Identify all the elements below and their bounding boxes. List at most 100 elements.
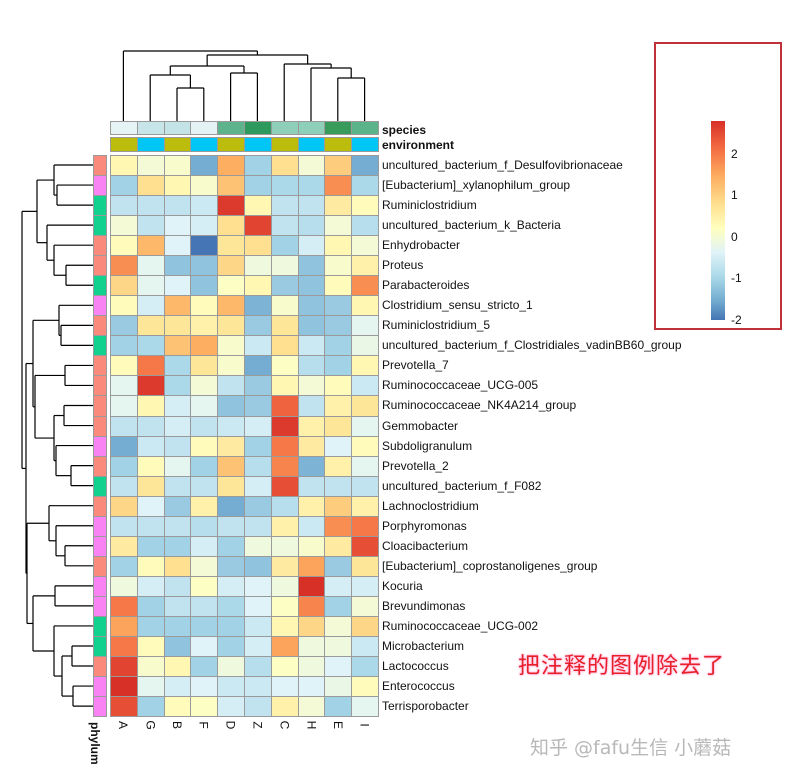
phylum-annotation-cell bbox=[93, 195, 107, 217]
heatmap-cell bbox=[351, 415, 379, 437]
heatmap-cell bbox=[324, 235, 353, 257]
legend-tick: 2 bbox=[731, 147, 738, 161]
legend-tick: 0 bbox=[731, 230, 738, 244]
heatmap-cell bbox=[324, 435, 353, 457]
heatmap-cell bbox=[270, 475, 299, 497]
environment-annotation-cell bbox=[270, 137, 299, 152]
phylum-annotation-cell bbox=[93, 676, 107, 698]
heatmap-cell bbox=[297, 195, 326, 217]
heatmap-cell bbox=[297, 635, 326, 657]
heatmap-cell bbox=[110, 415, 138, 437]
heatmap-cell bbox=[163, 656, 192, 678]
heatmap-cell bbox=[297, 676, 326, 698]
heatmap-cell bbox=[270, 595, 299, 617]
heatmap-cell bbox=[244, 335, 272, 357]
heatmap-cell bbox=[270, 535, 299, 557]
row-label: Ruminiclostridium_5 bbox=[382, 318, 491, 333]
heatmap-cell bbox=[190, 335, 219, 357]
phylum-annotation-cell bbox=[93, 235, 107, 257]
species-annotation-cell bbox=[297, 121, 326, 135]
phylum-annotation-cell bbox=[93, 555, 107, 577]
heatmap-cell bbox=[351, 676, 379, 698]
heatmap-cell bbox=[110, 355, 138, 377]
heatmap-cell bbox=[297, 155, 326, 177]
heatmap-cell bbox=[110, 195, 138, 217]
species-annotation-cell bbox=[136, 121, 165, 135]
species-annotation-cell bbox=[324, 121, 353, 135]
heatmap-cell bbox=[217, 195, 245, 217]
heatmap-cell bbox=[351, 255, 379, 277]
heatmap-cell bbox=[217, 315, 245, 337]
heatmap-cell bbox=[163, 375, 192, 397]
heatmap-cell bbox=[190, 375, 219, 397]
heatmap-cell bbox=[351, 435, 379, 457]
heatmap-cell bbox=[351, 575, 379, 597]
color-scale-bar bbox=[711, 121, 725, 320]
heatmap-cell bbox=[217, 255, 245, 277]
heatmap-cell bbox=[163, 455, 192, 477]
heatmap-cell bbox=[190, 295, 219, 317]
heatmap-cell bbox=[351, 535, 379, 557]
heatmap-cell bbox=[190, 676, 219, 698]
heatmap-cell bbox=[136, 355, 165, 377]
heatmap-cell bbox=[190, 175, 219, 197]
heatmap-cell bbox=[110, 475, 138, 497]
heatmap-cell bbox=[351, 635, 379, 657]
heatmap-cell bbox=[324, 535, 353, 557]
heatmap-cell bbox=[163, 215, 192, 237]
heatmap-cell bbox=[110, 375, 138, 397]
heatmap-cell bbox=[270, 315, 299, 337]
heatmap-cell bbox=[270, 415, 299, 437]
heatmap-cell bbox=[110, 575, 138, 597]
heatmap-cell bbox=[190, 315, 219, 337]
heatmap-cell bbox=[324, 656, 353, 678]
heatmap-cell bbox=[136, 475, 165, 497]
row-label: [Eubacterium]_coprostanoligenes_group bbox=[382, 558, 598, 573]
heatmap-cell bbox=[324, 635, 353, 657]
heatmap-cell bbox=[190, 635, 219, 657]
heatmap-cell bbox=[244, 395, 272, 417]
heatmap-cell bbox=[190, 235, 219, 257]
heatmap-cell bbox=[217, 375, 245, 397]
heatmap-cell bbox=[324, 355, 353, 377]
heatmap-cell bbox=[190, 435, 219, 457]
heatmap-cell bbox=[351, 315, 379, 337]
heatmap-cell bbox=[110, 676, 138, 698]
heatmap-cell bbox=[270, 235, 299, 257]
heatmap-cell bbox=[217, 455, 245, 477]
heatmap-cell bbox=[297, 475, 326, 497]
heatmap-cell bbox=[351, 195, 379, 217]
species-annotation-cell bbox=[190, 121, 219, 135]
row-label: Ruminococcaceae_UCG-002 bbox=[382, 618, 539, 633]
heatmap-cell bbox=[351, 475, 379, 497]
heatmap-cell bbox=[217, 555, 245, 577]
column-label: E bbox=[330, 720, 345, 730]
heatmap-cell bbox=[351, 515, 379, 537]
phylum-annotation-cell bbox=[93, 275, 107, 297]
heatmap-cell bbox=[217, 355, 245, 377]
heatmap-cell bbox=[351, 235, 379, 257]
heatmap-cell bbox=[217, 495, 245, 517]
heatmap-cell bbox=[217, 155, 245, 177]
heatmap-cell bbox=[351, 595, 379, 617]
heatmap-cell bbox=[217, 575, 245, 597]
heatmap-cell bbox=[190, 656, 219, 678]
column-label: Z bbox=[250, 721, 265, 729]
heatmap-cell bbox=[270, 635, 299, 657]
environment-annotation-cell bbox=[324, 137, 353, 152]
heatmap-cell bbox=[324, 575, 353, 597]
heatmap-cell bbox=[190, 395, 219, 417]
heatmap-cell bbox=[163, 555, 192, 577]
row-label: uncultured_bacterium_f_Desulfovibrionace… bbox=[382, 158, 623, 172]
row-label: uncultured_bacterium_k_Bacteria bbox=[382, 218, 561, 233]
heatmap-cell bbox=[244, 215, 272, 237]
heatmap-cell bbox=[324, 315, 353, 337]
heatmap-cell bbox=[244, 595, 272, 617]
phylum-annotation-cell bbox=[93, 435, 107, 457]
heatmap-cell bbox=[217, 696, 245, 718]
heatmap-cell bbox=[324, 455, 353, 477]
heatmap-cell bbox=[110, 175, 138, 197]
heatmap-cell bbox=[136, 656, 165, 678]
heatmap-cell bbox=[136, 415, 165, 437]
